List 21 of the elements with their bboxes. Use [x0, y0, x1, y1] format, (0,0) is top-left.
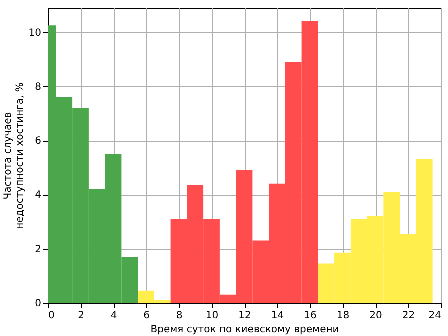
x-tick-label: 2	[78, 310, 84, 322]
y-tick-label: 6	[35, 136, 42, 148]
x-tick-label: 8	[176, 310, 183, 322]
x-tick-label: 20	[370, 310, 382, 322]
y-tick-label: 0	[35, 298, 42, 310]
x-tick-label: 10	[206, 310, 219, 322]
x-tick-label: 12	[238, 310, 252, 322]
x-tick-label: 4	[110, 310, 118, 322]
y-axis-title: Частота случаев недоступности хостинга, %	[2, 82, 26, 230]
x-tick-label: 16	[304, 310, 317, 322]
x-tick-label: 22	[402, 310, 416, 322]
x-tick-label: 14	[271, 310, 284, 322]
x-tick-label: 6	[144, 310, 150, 322]
x-tick-label: 18	[336, 310, 350, 322]
y-tick-label: 10	[28, 28, 42, 39]
y-tick-label: 2	[35, 244, 42, 256]
y-tick-label: 8	[35, 82, 42, 93]
x-tick-label: 24	[428, 310, 442, 322]
x-axis-title: Время суток по киевскому времени	[150, 324, 340, 336]
y-tick-label: 4	[35, 190, 42, 202]
x-tick-label: 0	[48, 310, 55, 322]
